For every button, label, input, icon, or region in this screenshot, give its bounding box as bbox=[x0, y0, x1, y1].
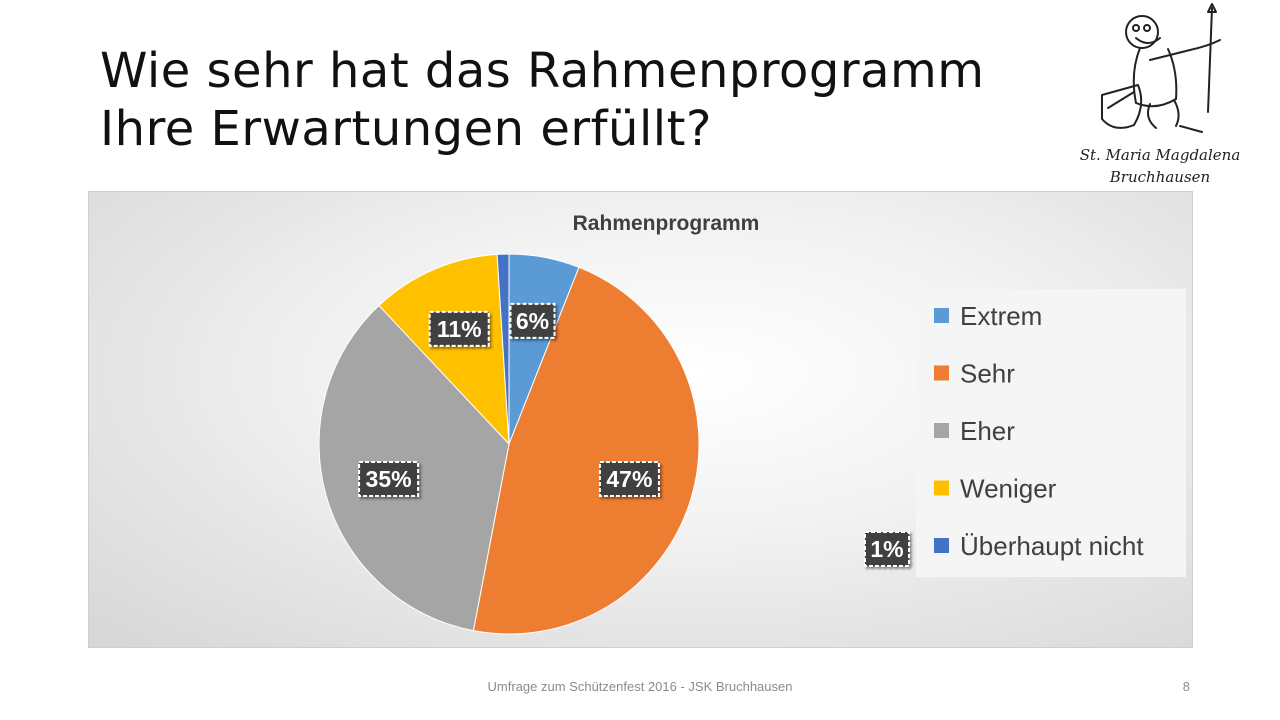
legend-swatch-eher bbox=[934, 423, 949, 438]
legend-label-extrem: Extrem bbox=[960, 301, 1042, 331]
legend-background bbox=[916, 289, 1186, 577]
legend-label-sehr: Sehr bbox=[960, 359, 1015, 389]
data-label-extrem: 6% bbox=[509, 302, 556, 339]
chart-title: Rahmenprogramm bbox=[573, 212, 760, 235]
svg-text:35%: 35% bbox=[366, 466, 412, 492]
legend-swatch-weniger bbox=[934, 480, 949, 496]
slide-title-line-2: Ihre Erwartungen erfüllt? bbox=[100, 101, 712, 157]
legend-label-eher: Eher bbox=[960, 416, 1015, 446]
data-label--berhaupt-nicht: 1% bbox=[864, 531, 910, 567]
pie-slices bbox=[318, 253, 700, 635]
svg-text:47%: 47% bbox=[606, 466, 652, 492]
pie-chart: Rahmenprogramm Extrem Sehr Eher Weniger Über… bbox=[88, 191, 1193, 648]
logo-text-line-2: Bruchhausen bbox=[1109, 168, 1210, 186]
legend-swatch-sehr bbox=[934, 365, 949, 381]
data-label-sehr: 47% bbox=[598, 460, 660, 497]
legend-swatch--berhaupt-nicht bbox=[934, 538, 949, 553]
pie-slice-weniger bbox=[378, 253, 510, 446]
footer-text: Umfrage zum Schützenfest 2016 - JSK Bruc… bbox=[487, 679, 793, 694]
svg-text:11%: 11% bbox=[437, 316, 482, 342]
logo-text-line-1: St. Maria Magdalena bbox=[1080, 146, 1240, 164]
club-logo: St. Maria Magdalena Bruchhausen bbox=[1080, 0, 1240, 190]
legend-label-weniger: Weniger bbox=[960, 474, 1057, 504]
chart-legend: Extrem Sehr Eher Weniger Überhaupt nicht bbox=[916, 289, 1186, 577]
svg-text:1%: 1% bbox=[870, 536, 903, 562]
legend-swatch-extrem bbox=[934, 308, 949, 323]
slide-title-line-1: Wie sehr hat das Rahmenprogramm bbox=[100, 43, 985, 99]
slide-title: Wie sehr hat das Rahmenprogramm Ihre Erw… bbox=[100, 42, 1080, 158]
legend-label--berhaupt-nicht: Überhaupt nicht bbox=[960, 531, 1144, 561]
pie-slice-sehr bbox=[472, 266, 700, 635]
data-label-weniger: 11% bbox=[428, 310, 490, 347]
svg-text:6%: 6% bbox=[516, 308, 549, 334]
page-number: 8 bbox=[1182, 679, 1190, 694]
data-labels: 6% 47% 35% 11% 1% bbox=[358, 302, 910, 567]
pie-chart-svg: Rahmenprogramm Extrem Sehr Eher Weniger Über… bbox=[318, 212, 1186, 635]
pie-slice--berhaupt-nicht bbox=[496, 253, 510, 445]
data-label-eher: 35% bbox=[358, 460, 420, 497]
